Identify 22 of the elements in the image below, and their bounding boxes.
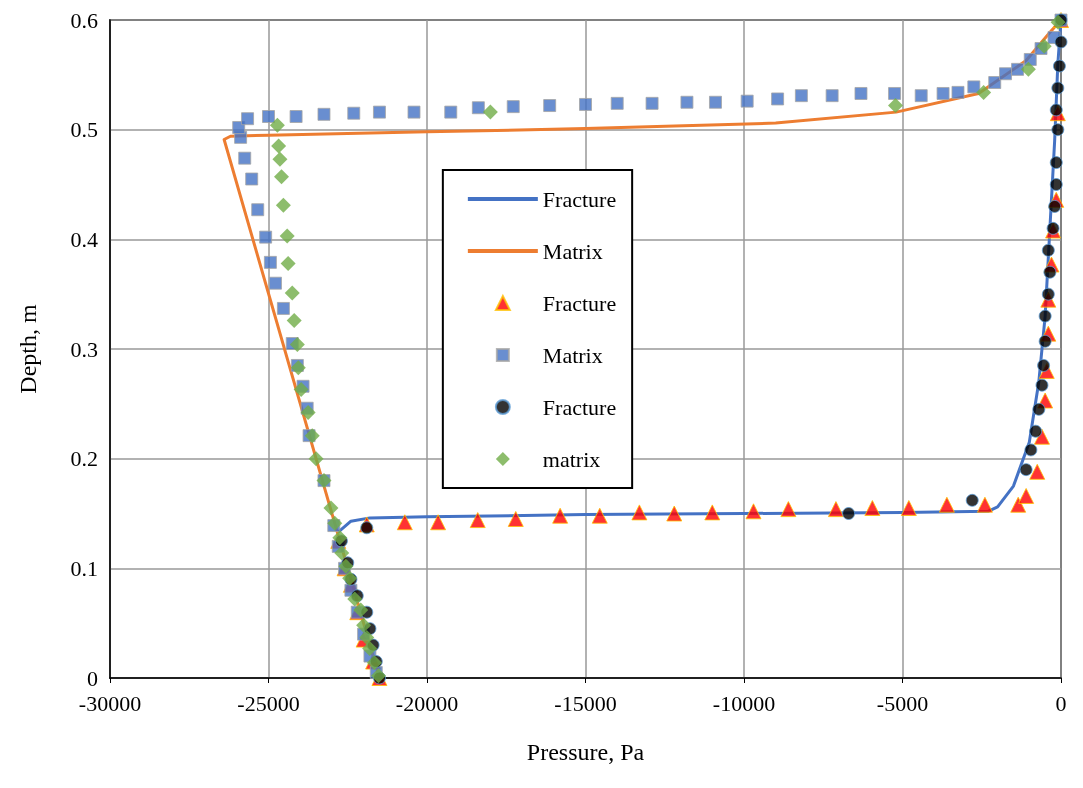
legend-label: Fracture — [542, 290, 617, 316]
x-tick-label: -25000 — [237, 690, 300, 716]
y-tick-label: 0.2 — [70, 446, 98, 472]
y-tick-label: 0.1 — [70, 555, 98, 581]
x-tick-label: -20000 — [395, 690, 459, 716]
x-tick-label: -30000 — [78, 690, 142, 716]
legend-label: Matrix — [542, 238, 603, 264]
x-tick-label: -10000 — [712, 690, 776, 716]
x-tick-label: -5000 — [876, 690, 929, 716]
legend-label: Fracture — [542, 186, 617, 212]
legend-label: matrix — [542, 446, 601, 472]
y-tick-label: 0.6 — [70, 7, 98, 33]
x-tick-label: 0 — [1055, 690, 1067, 716]
x-tick-label: -15000 — [554, 690, 617, 716]
legend-label: Fracture — [542, 394, 617, 420]
y-axis-title: Depth, m — [15, 304, 41, 394]
y-tick-label: 0.5 — [70, 117, 98, 143]
legend-label: Matrix — [542, 342, 603, 368]
x-axis-title: Pressure, Pa — [526, 739, 645, 765]
y-tick-label: 0 — [87, 665, 98, 691]
y-tick-label: 0.3 — [70, 336, 98, 362]
y-tick-label: 0.4 — [70, 226, 98, 252]
